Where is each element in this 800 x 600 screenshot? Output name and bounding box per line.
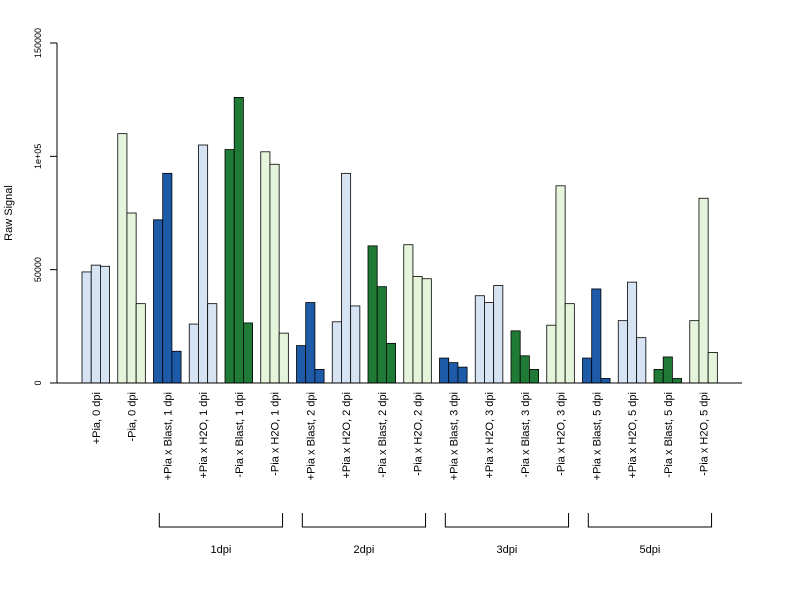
category-label: +Pia x Blast, 2 dpi	[305, 392, 317, 480]
group-label: 3dpi	[497, 544, 518, 556]
bar	[582, 357, 593, 384]
category-label: +Pia x Blast, 5 dpi	[591, 392, 603, 480]
bar	[439, 357, 450, 384]
bar	[198, 144, 209, 384]
category-label: -Pia, 0 dpi	[127, 392, 139, 442]
bar	[555, 185, 566, 384]
category-labels: +Pia, 0 dpi -Pia, 0 dpi +Pia x Blast, 1 dp…	[91, 392, 711, 480]
bar	[135, 303, 146, 384]
bar	[153, 219, 164, 384]
bar	[493, 285, 504, 384]
bar	[600, 378, 611, 384]
category-label: -Pia x Blast, 1 dpi	[234, 392, 246, 478]
y-tick-label: 0	[33, 380, 43, 385]
category-label: +Pia, 0 dpi	[91, 392, 103, 444]
y-tick-label: 50000	[33, 257, 43, 282]
bar	[90, 264, 101, 384]
bar	[421, 278, 432, 384]
group-bracket	[301, 513, 427, 528]
group-label: 5dpi	[640, 544, 661, 556]
category-label: -Pia x Blast, 5 dpi	[663, 392, 675, 478]
bar	[341, 172, 352, 384]
category-label: -Pia x H2O, 1 dpi	[270, 392, 282, 476]
bar	[100, 265, 111, 384]
bar	[662, 356, 673, 384]
category-label: +Pia x Blast, 1 dpi	[162, 392, 174, 480]
bar	[233, 97, 244, 384]
bar	[314, 368, 325, 384]
bar	[689, 320, 700, 384]
bar	[653, 368, 664, 384]
bar	[171, 350, 182, 384]
bar	[519, 355, 530, 384]
bar	[672, 378, 683, 384]
group-label: 2dpi	[354, 544, 375, 556]
bar	[296, 345, 307, 384]
group-bracket	[158, 513, 284, 528]
bar	[529, 368, 540, 384]
bar	[224, 149, 235, 384]
group-bracket	[587, 513, 713, 528]
bar	[117, 133, 128, 384]
bar	[269, 163, 280, 384]
category-label: +Pia x H2O, 1 dpi	[198, 392, 210, 479]
y-ticks: 0 50000 1e+05 150000	[33, 28, 57, 386]
bars-layer	[81, 97, 718, 384]
bar	[376, 286, 387, 384]
bar	[546, 324, 557, 384]
bar	[162, 172, 173, 384]
y-tick-label: 1e+05	[33, 144, 43, 169]
bar	[636, 337, 647, 384]
category-label: -Pia x H2O, 2 dpi	[413, 392, 425, 476]
bar	[188, 323, 199, 384]
group-bracket	[444, 513, 570, 528]
category-label: +Pia x Blast, 3 dpi	[448, 392, 460, 480]
bar	[403, 244, 414, 384]
category-label: -Pia x H2O, 5 dpi	[699, 392, 711, 476]
bar	[412, 276, 423, 384]
bar	[331, 321, 342, 384]
bar	[448, 362, 459, 384]
bar	[484, 302, 495, 384]
bar	[617, 320, 628, 384]
category-label: +Pia x H2O, 5 dpi	[627, 392, 639, 479]
bar	[207, 303, 218, 384]
bar	[367, 245, 378, 384]
group-label: 1dpi	[211, 544, 232, 556]
bar	[260, 151, 271, 384]
bar	[474, 295, 485, 384]
bar	[457, 366, 468, 384]
y-axis-label: Raw Signal	[3, 185, 15, 241]
category-label: -Pia x Blast, 3 dpi	[520, 392, 532, 478]
bar	[242, 322, 253, 384]
category-label: +Pia x H2O, 3 dpi	[484, 392, 496, 479]
bar	[81, 271, 92, 384]
bar	[591, 288, 602, 384]
bar	[627, 281, 638, 384]
category-label: -Pia x Blast, 2 dpi	[377, 392, 389, 478]
bar	[510, 330, 521, 384]
bar	[698, 197, 709, 384]
category-label: -Pia x H2O, 3 dpi	[556, 392, 568, 476]
y-tick-label: 150000	[33, 28, 43, 58]
group-brackets: 1dpi 2dpi 3dpi 5dpi	[158, 513, 713, 556]
bar	[707, 351, 718, 384]
category-label: +Pia x H2O, 2 dpi	[341, 392, 353, 479]
bar	[278, 332, 289, 384]
bar	[350, 305, 361, 384]
bar	[126, 212, 137, 384]
bar	[385, 342, 396, 384]
bar	[305, 302, 316, 384]
bar	[564, 303, 575, 384]
